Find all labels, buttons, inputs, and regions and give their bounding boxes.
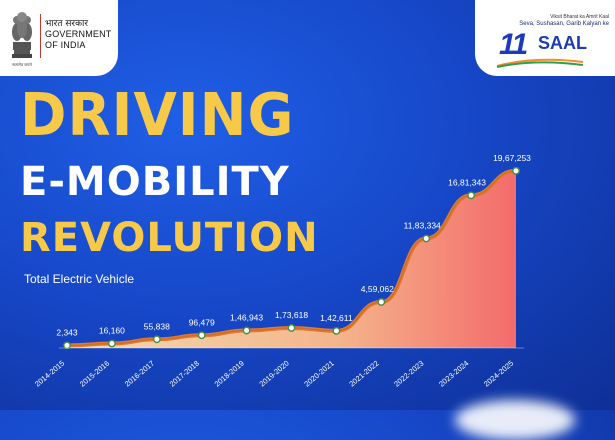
chart-data-label: 1,73,618 bbox=[275, 310, 308, 320]
ev-growth-chart: 2,343 16,160 55,838 96,479 1,46,943 1,73,618 1… bbox=[33, 153, 531, 389]
chart-area-fill bbox=[67, 170, 516, 348]
chart-x-tick-label: 2014-2015 bbox=[33, 359, 66, 389]
saal-number: 11 bbox=[499, 28, 528, 61]
chart-x-tick-label: 2019-2020 bbox=[258, 359, 291, 389]
chart-data-label: 19,67,253 bbox=[493, 153, 531, 163]
chart-x-tick-label: 2018-2019 bbox=[213, 359, 246, 389]
tricolor-swoosh-icon bbox=[496, 58, 584, 68]
gov-line-1: GOVERNMENT bbox=[45, 29, 112, 39]
chart-data-label: 4,59,062 bbox=[361, 284, 394, 294]
chart-data-point bbox=[242, 326, 251, 335]
decorative-glow bbox=[455, 400, 575, 440]
national-emblem-icon bbox=[12, 12, 32, 58]
chart-x-tick-label: 2024-2025 bbox=[482, 359, 515, 389]
saal-tagline-2: Seva, Sushasan, Garib Kalyan ke bbox=[519, 21, 609, 27]
chart-data-point bbox=[108, 339, 116, 348]
government-of-india-logo: सत्यमेव जयते भारत सरकार GOVERNMENT OF IN… bbox=[0, 0, 118, 76]
saal-tagline-1: Viksit Bharat ka Amrit Kaal bbox=[550, 14, 609, 20]
chart-data-label: 1,46,943 bbox=[230, 312, 263, 322]
chart-data-label: 16,160 bbox=[99, 326, 125, 336]
chart-x-tick-label: 2021-2022 bbox=[347, 359, 380, 389]
chart-x-tick-label: 2020-2021 bbox=[302, 359, 335, 389]
chart-x-tick-label: 2023-2024 bbox=[437, 359, 470, 389]
chart-data-label: 55,838 bbox=[144, 321, 170, 331]
chart-data-label: 1,42,611 bbox=[320, 313, 353, 323]
headline-e-mobility: E-MOBILITY bbox=[20, 159, 290, 205]
chart-data-point bbox=[512, 166, 520, 175]
headline-revolution: REVOLUTION bbox=[20, 215, 319, 261]
gov-hindi-label: भारत सरकार bbox=[45, 19, 89, 29]
gov-english-label: GOVERNMENT OF INDIA bbox=[45, 29, 112, 51]
chart-x-tick-label: 2015-2016 bbox=[78, 359, 111, 389]
chart-x-tick-label: 2022-2023 bbox=[392, 359, 425, 389]
chart-data-point bbox=[377, 298, 386, 306]
chart-data-label: 2,343 bbox=[56, 327, 78, 337]
headline-driving: DRIVING bbox=[20, 81, 295, 150]
chart-title: Total Electric Vehicle bbox=[24, 272, 135, 286]
eleven-saal-logo: Viksit Bharat ka Amrit Kaal Seva, Sushas… bbox=[475, 0, 615, 76]
chart-data-point bbox=[63, 341, 71, 350]
chart-series-line-shadow bbox=[66, 170, 517, 346]
emblem-motto: सत्यमेव जयते bbox=[12, 62, 32, 67]
gov-line-2: OF INDIA bbox=[45, 40, 86, 50]
chart-data-label: 96,479 bbox=[189, 317, 215, 327]
chart-data-point bbox=[287, 324, 296, 332]
chart-data-point bbox=[152, 335, 161, 344]
chart-data-point bbox=[197, 331, 206, 340]
chart-data-label: 16,81,343 bbox=[448, 177, 486, 187]
chart-x-tick-label: 2017-2018 bbox=[168, 359, 201, 389]
chart-data-label: 11,83,334 bbox=[404, 220, 441, 230]
chart-x-tick-label: 2016-2017 bbox=[123, 359, 156, 389]
chart-data-point bbox=[332, 326, 341, 335]
logo-divider bbox=[40, 14, 41, 58]
saal-word: SAAL bbox=[538, 33, 587, 53]
chart-data-point bbox=[467, 191, 475, 200]
chart-data-point bbox=[422, 234, 431, 243]
